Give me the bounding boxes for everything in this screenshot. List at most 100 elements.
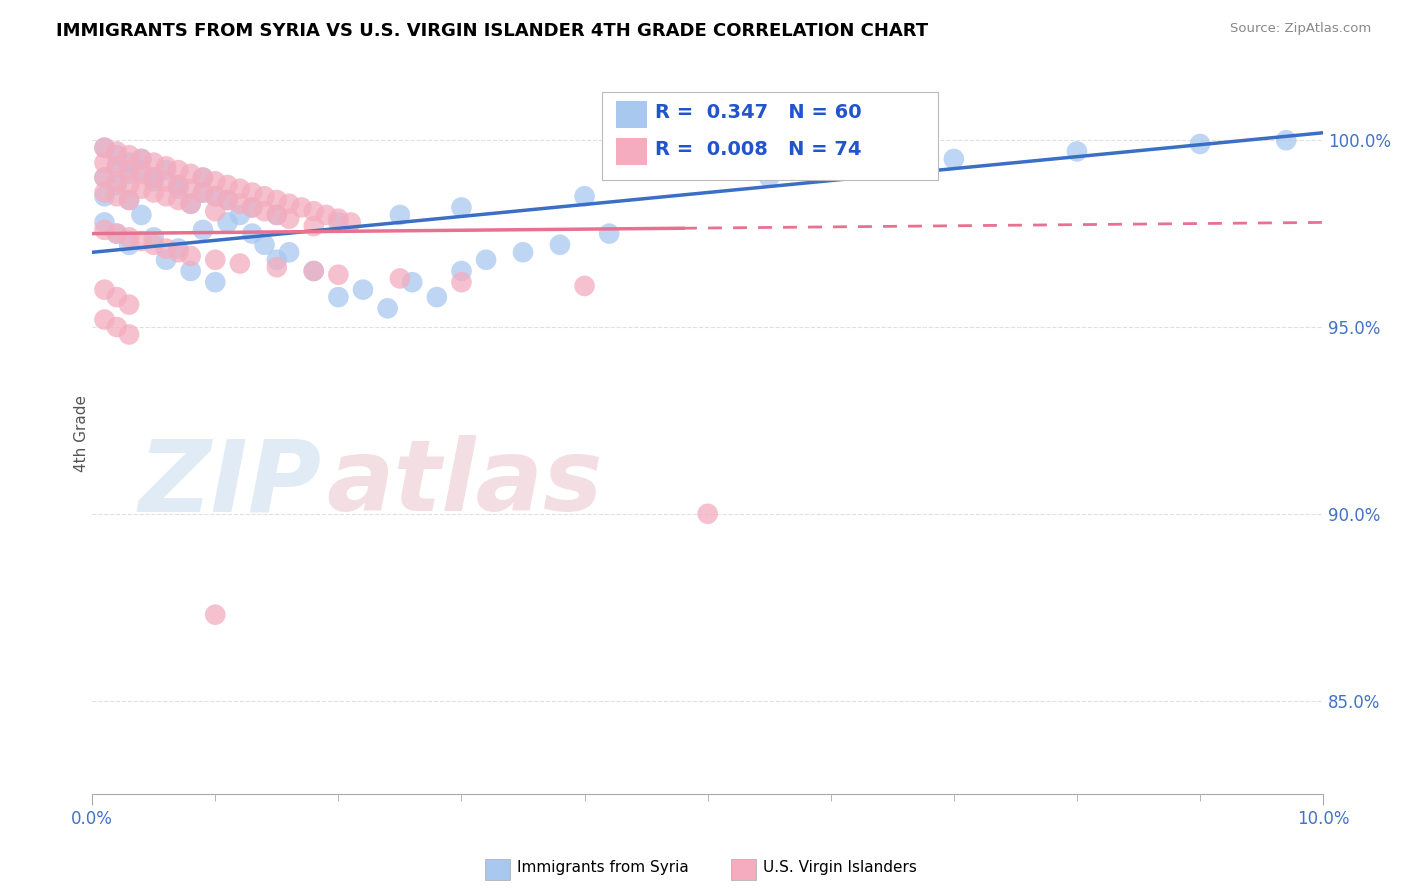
- Point: [204, 275, 226, 289]
- Text: ZIP: ZIP: [139, 435, 322, 533]
- Point: [167, 178, 190, 192]
- Point: [142, 170, 165, 185]
- Point: [167, 242, 190, 256]
- Point: [118, 167, 141, 181]
- Point: [105, 148, 128, 162]
- Text: U.S. Virgin Islanders: U.S. Virgin Islanders: [763, 861, 917, 875]
- Point: [93, 141, 115, 155]
- Point: [352, 283, 374, 297]
- Point: [93, 189, 115, 203]
- Point: [278, 196, 301, 211]
- Point: [696, 507, 718, 521]
- Point: [155, 242, 177, 256]
- Point: [118, 237, 141, 252]
- Point: [131, 167, 153, 181]
- Point: [302, 204, 325, 219]
- Point: [450, 201, 472, 215]
- Point: [450, 264, 472, 278]
- Point: [131, 182, 153, 196]
- Point: [118, 297, 141, 311]
- Point: [155, 163, 177, 178]
- Point: [142, 155, 165, 169]
- Point: [93, 223, 115, 237]
- Point: [240, 186, 263, 200]
- Point: [217, 193, 239, 207]
- Point: [118, 178, 141, 192]
- Point: [377, 301, 399, 316]
- Point: [93, 155, 115, 169]
- Point: [131, 152, 153, 166]
- Point: [118, 148, 141, 162]
- Point: [278, 245, 301, 260]
- Point: [155, 160, 177, 174]
- Point: [229, 182, 252, 196]
- Point: [302, 219, 325, 234]
- Point: [266, 260, 288, 275]
- Point: [191, 170, 214, 185]
- Point: [253, 189, 276, 203]
- Point: [105, 160, 128, 174]
- Point: [191, 186, 214, 200]
- Point: [204, 607, 226, 622]
- Point: [882, 160, 904, 174]
- Point: [204, 204, 226, 219]
- Point: [118, 163, 141, 178]
- Point: [118, 155, 141, 169]
- Text: Source: ZipAtlas.com: Source: ZipAtlas.com: [1230, 22, 1371, 36]
- Point: [180, 196, 202, 211]
- Point: [240, 201, 263, 215]
- Point: [1275, 133, 1298, 147]
- Point: [191, 170, 214, 185]
- Point: [142, 174, 165, 188]
- Point: [278, 211, 301, 226]
- Point: [155, 252, 177, 267]
- Point: [512, 245, 534, 260]
- Point: [339, 215, 361, 229]
- Point: [105, 227, 128, 241]
- Point: [93, 215, 115, 229]
- Point: [401, 275, 423, 289]
- Point: [93, 312, 115, 326]
- Point: [155, 174, 177, 188]
- Point: [598, 227, 620, 241]
- Point: [167, 193, 190, 207]
- Point: [942, 152, 965, 166]
- Point: [315, 208, 337, 222]
- Point: [180, 196, 202, 211]
- Point: [758, 170, 780, 185]
- Point: [93, 141, 115, 155]
- Point: [229, 256, 252, 270]
- Point: [105, 174, 128, 188]
- Point: [93, 170, 115, 185]
- Point: [118, 193, 141, 207]
- Point: [217, 215, 239, 229]
- Point: [105, 189, 128, 203]
- Point: [105, 145, 128, 159]
- Text: IMMIGRANTS FROM SYRIA VS U.S. VIRGIN ISLANDER 4TH GRADE CORRELATION CHART: IMMIGRANTS FROM SYRIA VS U.S. VIRGIN ISL…: [56, 22, 928, 40]
- Point: [142, 186, 165, 200]
- Point: [253, 204, 276, 219]
- Text: atlas: atlas: [326, 435, 603, 533]
- Point: [142, 237, 165, 252]
- Point: [388, 208, 411, 222]
- Point: [450, 275, 472, 289]
- Point: [93, 283, 115, 297]
- Point: [180, 249, 202, 263]
- Point: [204, 189, 226, 203]
- Point: [548, 237, 571, 252]
- Text: R =  0.347   N = 60: R = 0.347 N = 60: [655, 103, 862, 121]
- Point: [167, 245, 190, 260]
- Point: [118, 193, 141, 207]
- Point: [426, 290, 449, 304]
- Point: [142, 170, 165, 185]
- Point: [302, 264, 325, 278]
- Point: [105, 290, 128, 304]
- Point: [93, 186, 115, 200]
- Text: Immigrants from Syria: Immigrants from Syria: [517, 861, 689, 875]
- Point: [328, 211, 350, 226]
- Point: [105, 320, 128, 334]
- Point: [180, 264, 202, 278]
- Point: [1066, 145, 1088, 159]
- Point: [180, 182, 202, 196]
- Point: [302, 264, 325, 278]
